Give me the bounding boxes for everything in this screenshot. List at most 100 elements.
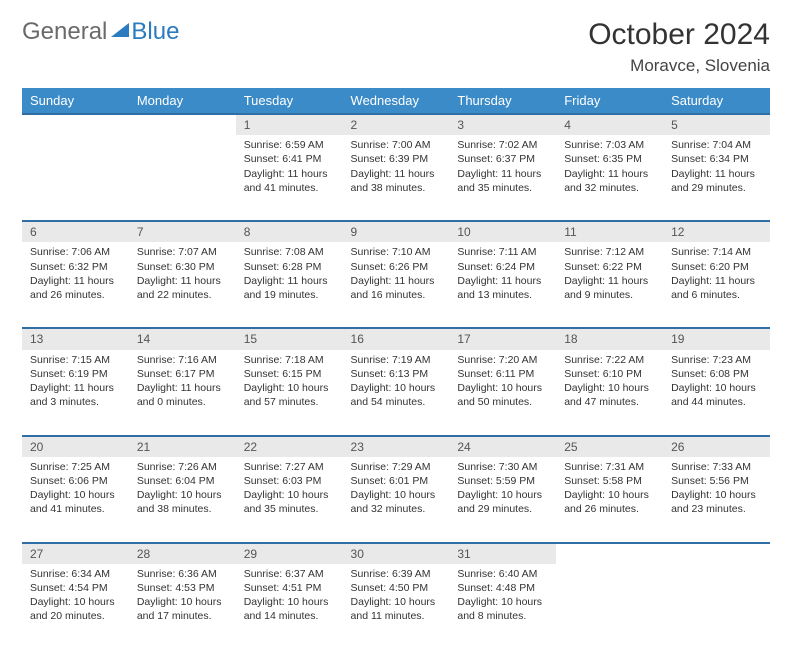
sunset-line: Sunset: 6:08 PM <box>671 367 762 381</box>
sunrise-line: Sunrise: 7:07 AM <box>137 245 228 259</box>
month-title: October 2024 <box>588 18 770 52</box>
day-number-cell: 20 <box>22 436 129 457</box>
content-row: Sunrise: 7:06 AMSunset: 6:32 PMDaylight:… <box>22 242 770 328</box>
sunrise-line: Sunrise: 7:25 AM <box>30 460 121 474</box>
day-content-cell: Sunrise: 7:03 AMSunset: 6:35 PMDaylight:… <box>556 135 663 221</box>
sunset-line: Sunset: 6:24 PM <box>457 260 548 274</box>
daynum-row: 12345 <box>22 114 770 135</box>
day-number-cell: 1 <box>236 114 343 135</box>
sunset-line: Sunset: 6:04 PM <box>137 474 228 488</box>
day-number-cell: 30 <box>343 543 450 564</box>
day-content-cell: Sunrise: 6:34 AMSunset: 4:54 PMDaylight:… <box>22 564 129 650</box>
sunset-line: Sunset: 6:11 PM <box>457 367 548 381</box>
daylight-line: Daylight: 10 hours and 57 minutes. <box>244 381 335 409</box>
day-content-cell: Sunrise: 7:25 AMSunset: 6:06 PMDaylight:… <box>22 457 129 543</box>
sunset-line: Sunset: 4:48 PM <box>457 581 548 595</box>
day-number-cell: 21 <box>129 436 236 457</box>
sunset-line: Sunset: 6:35 PM <box>564 152 655 166</box>
sunrise-line: Sunrise: 6:34 AM <box>30 567 121 581</box>
daylight-line: Daylight: 11 hours and 0 minutes. <box>137 381 228 409</box>
daylight-line: Daylight: 10 hours and 23 minutes. <box>671 488 762 516</box>
daylight-line: Daylight: 11 hours and 41 minutes. <box>244 167 335 195</box>
sunrise-line: Sunrise: 7:14 AM <box>671 245 762 259</box>
day-number-cell: 31 <box>449 543 556 564</box>
col-saturday: Saturday <box>663 88 770 114</box>
daylight-line: Daylight: 11 hours and 38 minutes. <box>351 167 442 195</box>
sunset-line: Sunset: 6:15 PM <box>244 367 335 381</box>
day-number-cell <box>663 543 770 564</box>
daylight-line: Daylight: 10 hours and 14 minutes. <box>244 595 335 623</box>
content-row: Sunrise: 6:59 AMSunset: 6:41 PMDaylight:… <box>22 135 770 221</box>
daylight-line: Daylight: 11 hours and 13 minutes. <box>457 274 548 302</box>
day-content-cell: Sunrise: 7:20 AMSunset: 6:11 PMDaylight:… <box>449 350 556 436</box>
sunrise-line: Sunrise: 7:27 AM <box>244 460 335 474</box>
sunrise-line: Sunrise: 6:37 AM <box>244 567 335 581</box>
daylight-line: Daylight: 10 hours and 17 minutes. <box>137 595 228 623</box>
day-content-cell: Sunrise: 7:10 AMSunset: 6:26 PMDaylight:… <box>343 242 450 328</box>
title-block: October 2024 Moravce, Slovenia <box>588 18 770 76</box>
sunset-line: Sunset: 6:19 PM <box>30 367 121 381</box>
sunrise-line: Sunrise: 7:08 AM <box>244 245 335 259</box>
brand-logo: General Blue <box>22 18 179 46</box>
daylight-line: Daylight: 11 hours and 3 minutes. <box>30 381 121 409</box>
daylight-line: Daylight: 10 hours and 11 minutes. <box>351 595 442 623</box>
day-number-cell: 18 <box>556 328 663 349</box>
sunset-line: Sunset: 5:59 PM <box>457 474 548 488</box>
day-number-cell: 25 <box>556 436 663 457</box>
day-content-cell: Sunrise: 7:02 AMSunset: 6:37 PMDaylight:… <box>449 135 556 221</box>
daylight-line: Daylight: 10 hours and 44 minutes. <box>671 381 762 409</box>
sunrise-line: Sunrise: 7:23 AM <box>671 353 762 367</box>
daylight-line: Daylight: 11 hours and 22 minutes. <box>137 274 228 302</box>
day-number-cell: 29 <box>236 543 343 564</box>
daylight-line: Daylight: 10 hours and 35 minutes. <box>244 488 335 516</box>
sunrise-line: Sunrise: 6:39 AM <box>351 567 442 581</box>
sunrise-line: Sunrise: 7:16 AM <box>137 353 228 367</box>
sunrise-line: Sunrise: 7:15 AM <box>30 353 121 367</box>
daylight-line: Daylight: 11 hours and 16 minutes. <box>351 274 442 302</box>
daylight-line: Daylight: 11 hours and 35 minutes. <box>457 167 548 195</box>
daynum-row: 13141516171819 <box>22 328 770 349</box>
sunset-line: Sunset: 6:30 PM <box>137 260 228 274</box>
daylight-line: Daylight: 10 hours and 32 minutes. <box>351 488 442 516</box>
day-content-cell <box>556 564 663 650</box>
sunset-line: Sunset: 4:54 PM <box>30 581 121 595</box>
day-number-cell: 16 <box>343 328 450 349</box>
sunrise-line: Sunrise: 7:03 AM <box>564 138 655 152</box>
sunset-line: Sunset: 6:06 PM <box>30 474 121 488</box>
sunrise-line: Sunrise: 7:10 AM <box>351 245 442 259</box>
day-number-cell: 4 <box>556 114 663 135</box>
day-content-cell: Sunrise: 7:15 AMSunset: 6:19 PMDaylight:… <box>22 350 129 436</box>
sunrise-line: Sunrise: 7:00 AM <box>351 138 442 152</box>
day-content-cell: Sunrise: 7:16 AMSunset: 6:17 PMDaylight:… <box>129 350 236 436</box>
day-number-cell: 12 <box>663 221 770 242</box>
day-content-cell: Sunrise: 7:26 AMSunset: 6:04 PMDaylight:… <box>129 457 236 543</box>
daylight-line: Daylight: 11 hours and 29 minutes. <box>671 167 762 195</box>
brand-text-1: General <box>22 18 107 46</box>
sunrise-line: Sunrise: 7:33 AM <box>671 460 762 474</box>
sunset-line: Sunset: 6:17 PM <box>137 367 228 381</box>
day-content-cell: Sunrise: 7:30 AMSunset: 5:59 PMDaylight:… <box>449 457 556 543</box>
day-content-cell: Sunrise: 7:33 AMSunset: 5:56 PMDaylight:… <box>663 457 770 543</box>
day-content-cell: Sunrise: 7:06 AMSunset: 6:32 PMDaylight:… <box>22 242 129 328</box>
sail-icon <box>111 23 129 37</box>
day-content-cell: Sunrise: 7:29 AMSunset: 6:01 PMDaylight:… <box>343 457 450 543</box>
sunrise-line: Sunrise: 6:59 AM <box>244 138 335 152</box>
day-number-cell: 22 <box>236 436 343 457</box>
day-content-cell: Sunrise: 6:37 AMSunset: 4:51 PMDaylight:… <box>236 564 343 650</box>
calendar-table: Sunday Monday Tuesday Wednesday Thursday… <box>22 88 770 650</box>
sunset-line: Sunset: 6:13 PM <box>351 367 442 381</box>
day-content-cell: Sunrise: 7:11 AMSunset: 6:24 PMDaylight:… <box>449 242 556 328</box>
daylight-line: Daylight: 10 hours and 54 minutes. <box>351 381 442 409</box>
brand-text-2: Blue <box>131 18 179 46</box>
day-content-cell: Sunrise: 7:04 AMSunset: 6:34 PMDaylight:… <box>663 135 770 221</box>
content-row: Sunrise: 7:15 AMSunset: 6:19 PMDaylight:… <box>22 350 770 436</box>
daylight-line: Daylight: 10 hours and 38 minutes. <box>137 488 228 516</box>
day-number-cell: 10 <box>449 221 556 242</box>
day-number-cell: 26 <box>663 436 770 457</box>
col-tuesday: Tuesday <box>236 88 343 114</box>
sunset-line: Sunset: 4:51 PM <box>244 581 335 595</box>
sunrise-line: Sunrise: 7:20 AM <box>457 353 548 367</box>
day-content-cell: Sunrise: 6:39 AMSunset: 4:50 PMDaylight:… <box>343 564 450 650</box>
daylight-line: Daylight: 11 hours and 19 minutes. <box>244 274 335 302</box>
daylight-line: Daylight: 10 hours and 8 minutes. <box>457 595 548 623</box>
